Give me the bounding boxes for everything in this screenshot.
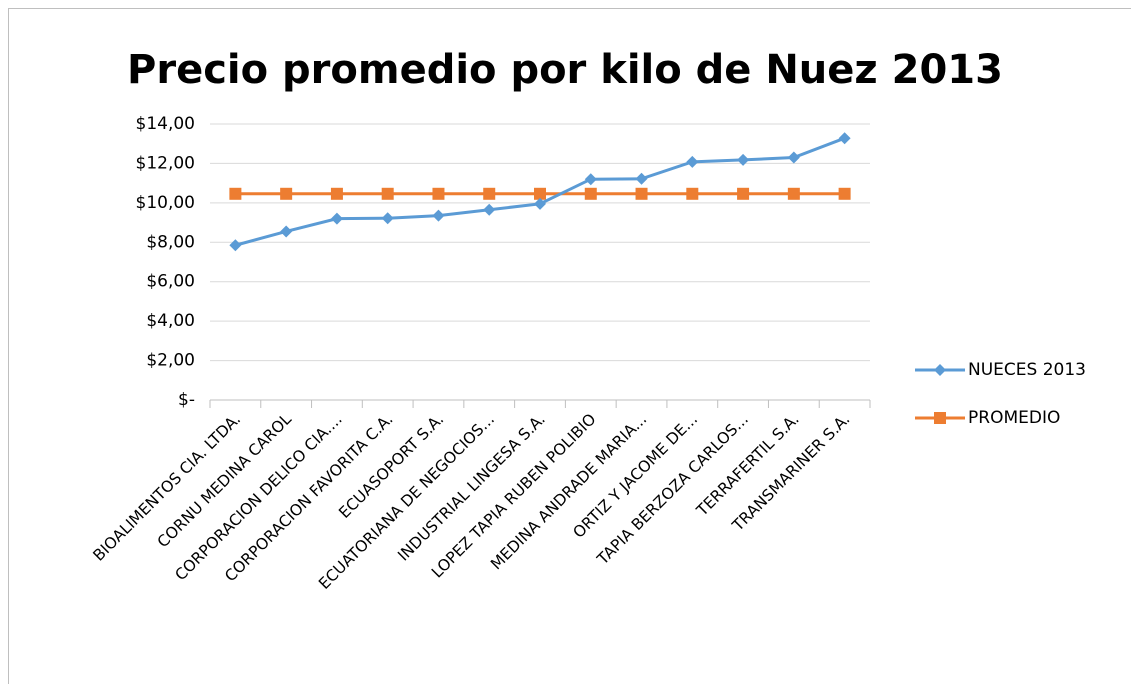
point-marker — [787, 187, 800, 200]
point-marker — [432, 187, 445, 200]
point-marker — [584, 173, 597, 186]
point-marker — [686, 155, 699, 168]
point-marker — [381, 187, 394, 200]
y-tick-label: $10,00 — [136, 193, 195, 213]
chart-frame — [8, 8, 1131, 684]
y-tick-label: $2,00 — [146, 351, 195, 371]
point-marker — [934, 412, 946, 424]
y-tick-label: $4,00 — [146, 311, 195, 331]
point-marker — [381, 212, 394, 225]
point-marker — [635, 187, 648, 200]
point-marker — [737, 187, 750, 200]
point-marker — [534, 197, 546, 210]
point-marker — [737, 153, 750, 166]
y-tick-label: $6,00 — [146, 272, 195, 292]
y-tick-label: $8,00 — [146, 232, 195, 252]
point-marker — [584, 187, 597, 200]
legend-label: PROMEDIO — [968, 408, 1060, 428]
point-marker — [330, 212, 343, 225]
y-tick-label: $14,00 — [136, 114, 195, 134]
point-marker — [280, 187, 293, 200]
point-marker — [686, 187, 699, 200]
point-marker — [432, 209, 445, 222]
point-marker — [838, 132, 851, 145]
point-marker — [330, 187, 343, 200]
point-marker — [534, 187, 546, 200]
point-marker — [483, 203, 496, 216]
y-tick-label: $- — [178, 390, 195, 410]
chart-title: Precio promedio por kilo de Nuez 2013 — [127, 47, 1003, 93]
point-marker — [229, 239, 242, 252]
legend-label: NUECES 2013 — [968, 360, 1086, 380]
point-marker — [483, 187, 496, 200]
point-marker — [635, 172, 648, 185]
point-marker — [787, 151, 800, 164]
point-marker — [229, 187, 242, 200]
y-tick-label: $12,00 — [136, 153, 195, 173]
point-marker — [934, 364, 946, 376]
point-marker — [280, 225, 293, 238]
point-marker — [838, 187, 851, 200]
